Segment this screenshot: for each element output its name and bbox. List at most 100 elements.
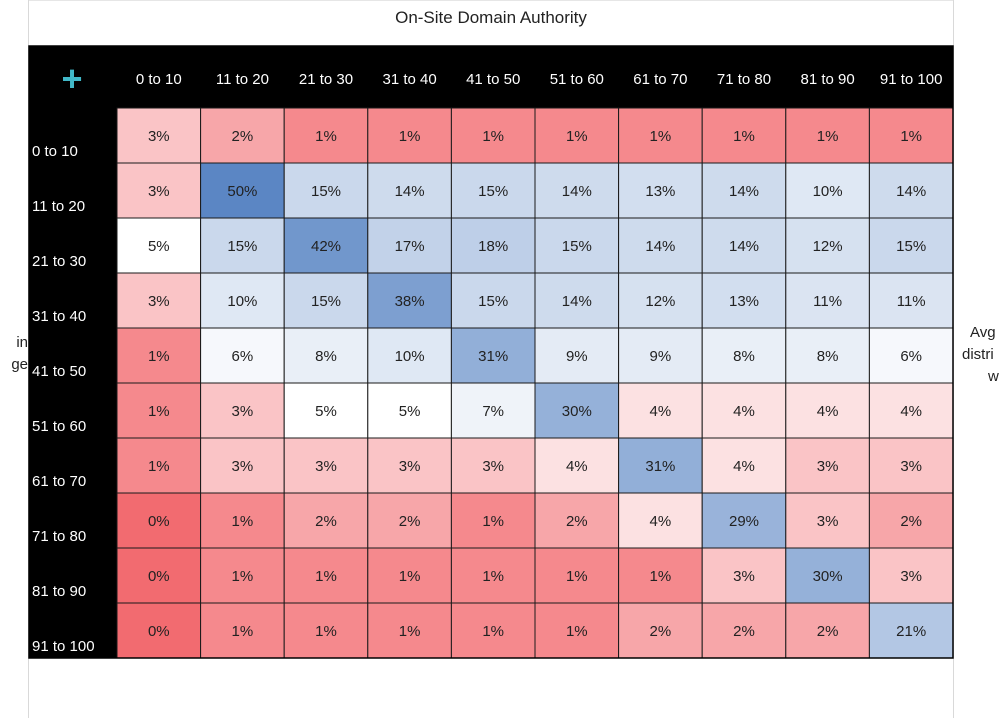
cell-value-label: 3%: [817, 458, 839, 475]
cell-value-label: 1%: [650, 568, 672, 585]
cell-value-label: 14%: [645, 238, 675, 255]
cell-value-label: 10%: [227, 293, 257, 310]
column-header-label: 31 to 40: [382, 71, 436, 88]
heatmap-cell: [785, 547, 870, 604]
cell-value-label: 42%: [311, 238, 341, 255]
heatmap-cell: [450, 382, 536, 439]
cell-value-label: 2%: [315, 513, 337, 530]
cell-value-label: 4%: [817, 403, 839, 420]
cell-value-label: 38%: [395, 293, 425, 310]
cell-value-label: 30%: [562, 403, 592, 420]
cell-value-label: 14%: [562, 183, 592, 200]
cell-value-label: 15%: [227, 238, 257, 255]
cell-value-label: 1%: [650, 128, 672, 145]
cell-value-label: 8%: [315, 348, 337, 365]
heatmap-cell: [618, 217, 703, 274]
column-header-label: 91 to 100: [880, 71, 943, 88]
cell-value-label: 2%: [650, 623, 672, 640]
heatmap-cell: [200, 217, 285, 274]
table-outline: [28, 45, 954, 659]
heatmap-cell: [534, 162, 620, 219]
cell-value-label: 1%: [399, 623, 421, 640]
cell-value-label: 4%: [650, 403, 672, 420]
cell-value-label: 4%: [733, 458, 755, 475]
cell-value-label: 1%: [148, 458, 170, 475]
cell-value-label: 29%: [729, 513, 759, 530]
cell-value-label: 50%: [227, 183, 257, 200]
heatmap-cell: [618, 547, 703, 604]
cell-value-label: 1%: [482, 128, 504, 145]
cell-value-label: 5%: [315, 403, 337, 420]
heatmap-cell: [200, 162, 285, 219]
row-header-label: 0 to 10: [32, 143, 78, 160]
heatmap-cell: [200, 272, 285, 329]
heatmap-cell: [618, 382, 703, 439]
heatmap-cell: [701, 327, 787, 384]
cell-value-label: 14%: [395, 183, 425, 200]
heatmap-cell: [701, 382, 787, 439]
row-header-label: 91 to 100: [32, 638, 95, 655]
heatmap-cell: [367, 437, 452, 494]
cell-value-label: 14%: [729, 238, 759, 255]
cell-value-label: 1%: [232, 513, 254, 530]
heatmap-cell: [868, 107, 954, 164]
heatmap-cell: [785, 162, 870, 219]
cell-value-label: 15%: [478, 293, 508, 310]
cell-value-label: 9%: [566, 348, 588, 365]
heatmap-cell: [283, 437, 369, 494]
heatmap-cell: [785, 602, 870, 659]
row-header-label: 21 to 30: [32, 253, 86, 270]
heatmap-cell: [200, 327, 285, 384]
cell-value-label: 18%: [478, 238, 508, 255]
cell-value-label: 31%: [478, 348, 508, 365]
heatmap-cell: [450, 162, 536, 219]
heatmap-cell: [785, 382, 870, 439]
corner-plus-icon: +: [61, 58, 82, 99]
cell-value-label: 4%: [566, 458, 588, 475]
cell-value-label: 13%: [729, 293, 759, 310]
row-header-band: [29, 46, 117, 658]
heatmap-cell: [367, 492, 452, 549]
heatmap-cell: [701, 437, 787, 494]
cell-value-label: 1%: [817, 128, 839, 145]
cell-value-label: 6%: [232, 348, 254, 365]
cell-value-label: 2%: [399, 513, 421, 530]
cell-value-label: 3%: [232, 403, 254, 420]
cell-value-label: 7%: [482, 403, 504, 420]
cell-value-label: 1%: [315, 623, 337, 640]
heatmap-cell: [116, 327, 202, 384]
cell-value-label: 3%: [900, 568, 922, 585]
cell-value-label: 2%: [900, 513, 922, 530]
column-header-label: 81 to 90: [800, 71, 854, 88]
cell-value-label: 4%: [733, 403, 755, 420]
column-header-label: 21 to 30: [299, 71, 353, 88]
heatmap-cell: [116, 437, 202, 494]
cell-value-label: 1%: [232, 623, 254, 640]
cell-value-label: 0%: [148, 568, 170, 585]
heatmap-cell: [116, 547, 202, 604]
heatmap-cell: [868, 382, 954, 439]
cell-value-label: 1%: [482, 513, 504, 530]
cell-value-label: 1%: [232, 568, 254, 585]
cell-value-label: 10%: [395, 348, 425, 365]
heatmap-cell: [534, 327, 620, 384]
cell-value-label: 15%: [478, 183, 508, 200]
cell-value-label: 3%: [148, 293, 170, 310]
heatmap-cell: [283, 272, 369, 329]
cell-value-label: 0%: [148, 513, 170, 530]
cell-value-label: 12%: [645, 293, 675, 310]
heatmap-cell: [283, 162, 369, 219]
cell-value-label: 21%: [896, 623, 926, 640]
cell-value-label: 12%: [813, 238, 843, 255]
cell-value-label: 1%: [482, 623, 504, 640]
cell-value-label: 15%: [562, 238, 592, 255]
heatmap-cell: [868, 602, 954, 659]
heatmap-cell: [367, 327, 452, 384]
cell-value-label: 14%: [896, 183, 926, 200]
cell-value-label: 1%: [399, 128, 421, 145]
cell-value-label: 1%: [566, 568, 588, 585]
cell-value-label: 5%: [399, 403, 421, 420]
heatmap-cell: [534, 437, 620, 494]
heatmap-cell: [701, 272, 787, 329]
cell-value-label: 3%: [733, 568, 755, 585]
